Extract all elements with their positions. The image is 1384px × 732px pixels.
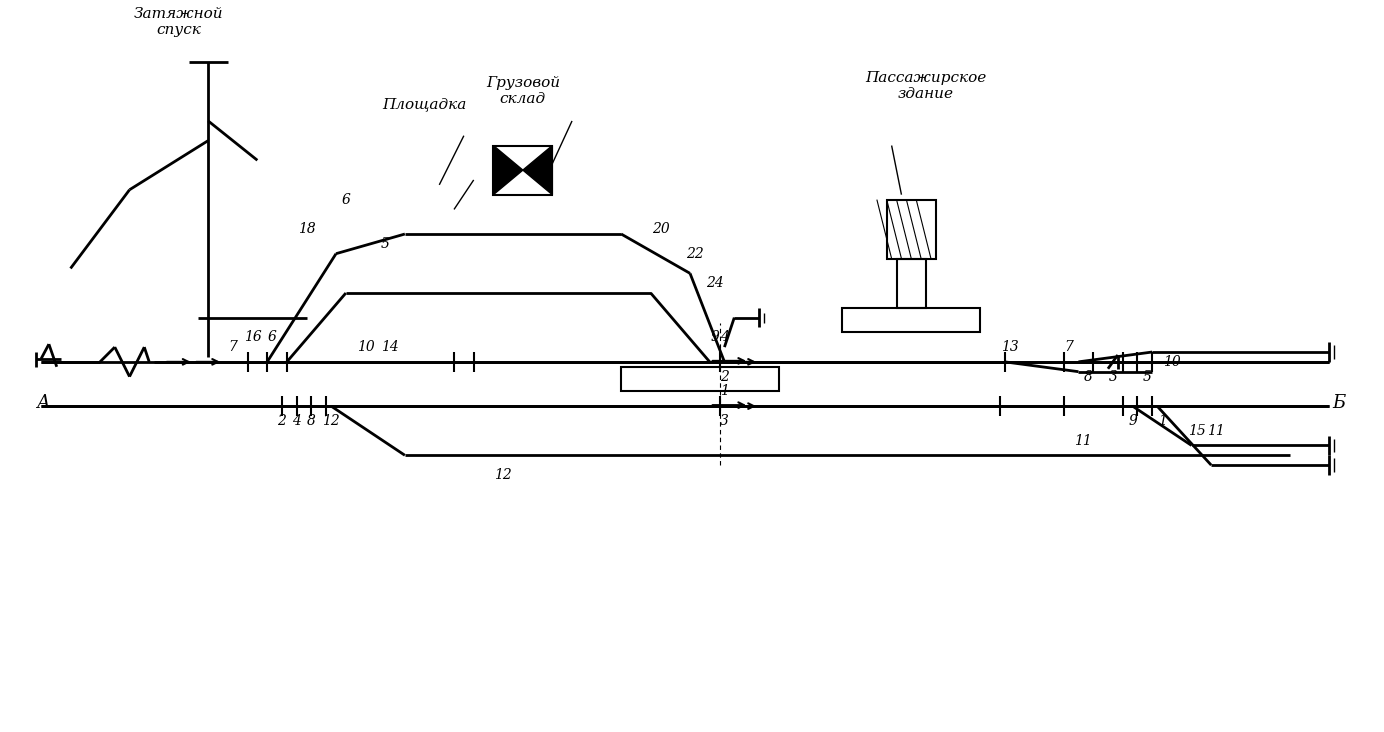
Text: Б: Б bbox=[1333, 394, 1345, 412]
Text: 11: 11 bbox=[1207, 424, 1225, 438]
Text: 4: 4 bbox=[720, 330, 729, 344]
Text: 24: 24 bbox=[706, 276, 724, 290]
Text: 9: 9 bbox=[1128, 414, 1138, 428]
Text: 15: 15 bbox=[1187, 424, 1205, 438]
Text: 1: 1 bbox=[720, 384, 729, 398]
Text: 1: 1 bbox=[1157, 414, 1167, 428]
Text: 12: 12 bbox=[494, 468, 512, 482]
Text: 2: 2 bbox=[720, 370, 729, 384]
Text: 4: 4 bbox=[292, 414, 302, 428]
Text: 9: 9 bbox=[710, 330, 720, 344]
Text: 8: 8 bbox=[1084, 370, 1093, 384]
Text: Затяжной
спуск: Затяжной спуск bbox=[134, 7, 223, 37]
Text: 10: 10 bbox=[1163, 355, 1181, 369]
Polygon shape bbox=[493, 146, 523, 195]
Polygon shape bbox=[887, 200, 936, 258]
Text: 3: 3 bbox=[1109, 370, 1117, 384]
Text: Площадка: Площадка bbox=[382, 97, 466, 111]
Text: 7: 7 bbox=[228, 340, 237, 354]
Text: 13: 13 bbox=[1001, 340, 1019, 354]
Text: 22: 22 bbox=[686, 247, 704, 261]
Text: 18: 18 bbox=[298, 222, 316, 236]
Text: Пассажирское
здание: Пассажирское здание bbox=[865, 71, 987, 101]
Text: 14: 14 bbox=[381, 340, 399, 354]
Text: 6: 6 bbox=[342, 193, 350, 206]
Text: 16: 16 bbox=[244, 330, 262, 344]
Text: 6: 6 bbox=[267, 330, 277, 344]
Text: 3: 3 bbox=[720, 414, 729, 428]
Text: 8: 8 bbox=[307, 414, 316, 428]
Text: 20: 20 bbox=[652, 222, 670, 236]
Polygon shape bbox=[523, 146, 552, 195]
Text: 7: 7 bbox=[1064, 340, 1073, 354]
Text: 12: 12 bbox=[322, 414, 340, 428]
Text: 5: 5 bbox=[1143, 370, 1151, 384]
Text: 10: 10 bbox=[357, 340, 375, 354]
Text: 2: 2 bbox=[278, 414, 286, 428]
Text: 11: 11 bbox=[1074, 433, 1092, 447]
Text: А: А bbox=[36, 394, 50, 412]
Text: Грузовой
склад: Грузовой склад bbox=[486, 76, 561, 106]
Text: 5: 5 bbox=[381, 237, 390, 251]
